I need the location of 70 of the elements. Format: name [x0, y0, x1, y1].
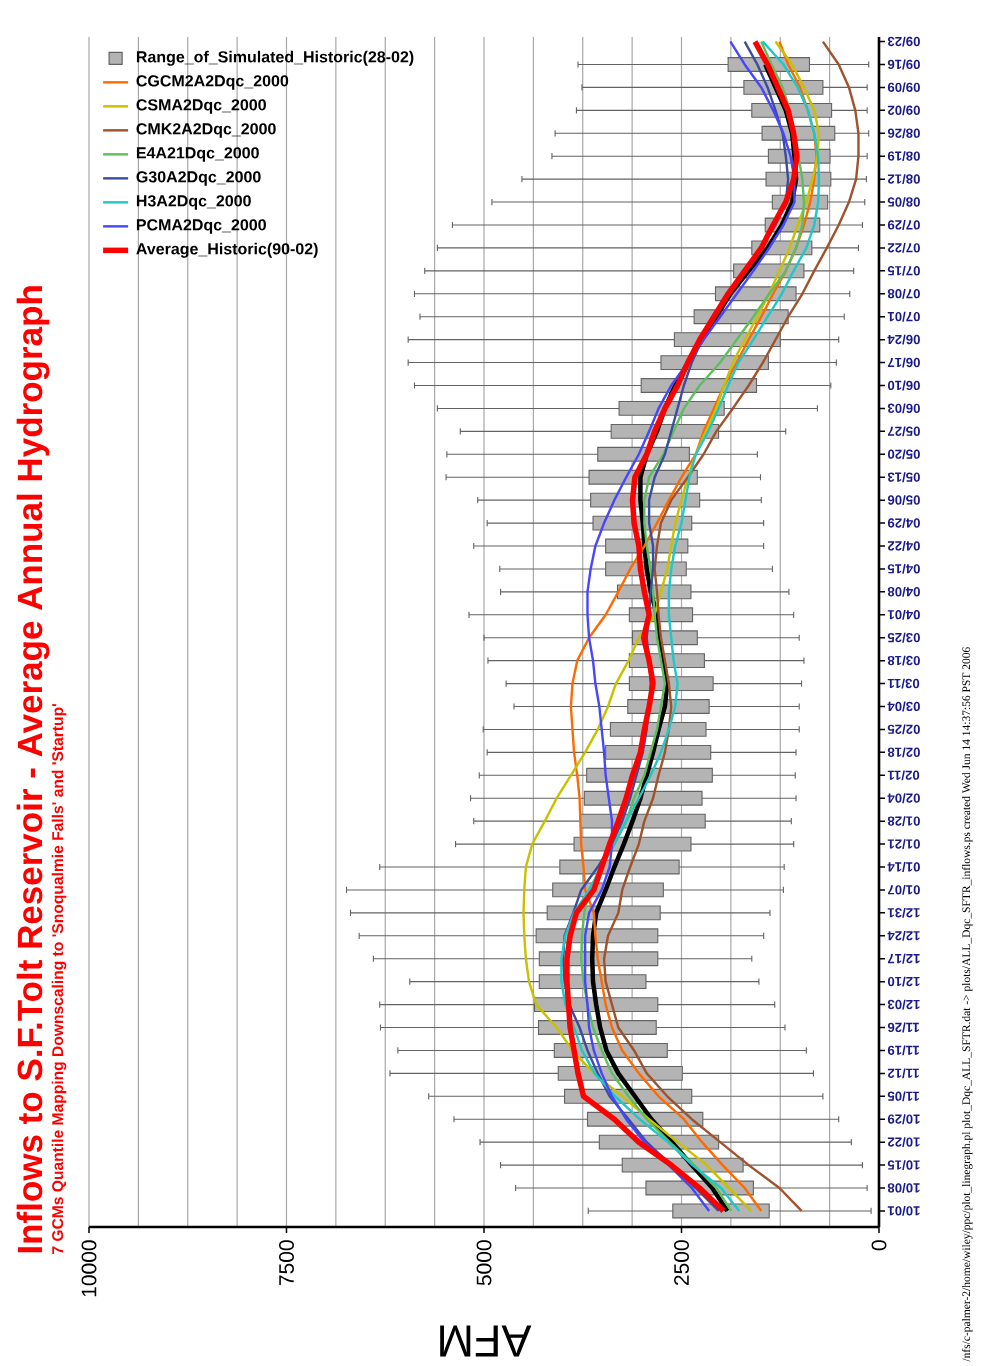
x-axis-title: AFM [440, 1325, 532, 1357]
y-tick-label: 02/04 [887, 793, 920, 804]
legend-label: PCMA2Dqc_2000 [136, 219, 266, 234]
y-tick-label: 09/02 [887, 105, 920, 116]
y-tick-label: 03/25 [887, 632, 920, 643]
legend-label: H3A2Dqc_2000 [136, 195, 251, 210]
legend-label: Average_Historic(90-02) [136, 242, 318, 258]
legend-label: CGCM2A2Dqc_2000 [136, 75, 289, 90]
y-tick-label: 10/29 [887, 1114, 920, 1125]
y-tick-label: 07/08 [887, 288, 920, 299]
y-tick-label: 09/16 [887, 59, 920, 70]
legend-label: CMK2A2Dqc_2000 [136, 123, 276, 138]
y-tick-label: 07/01 [887, 311, 920, 322]
y-tick-label: 06/03 [887, 403, 920, 414]
y-tick-label: 05/20 [887, 449, 920, 460]
y-tick-label: 08/26 [887, 128, 920, 139]
y-tick-label: 02/11 [887, 770, 920, 781]
x-tick-label: 0 [871, 1240, 887, 1251]
y-tick-label: 07/15 [887, 265, 920, 276]
y-tick-label: 06/17 [887, 357, 920, 368]
y-tick-label: 10/22 [887, 1137, 920, 1148]
y-tick-label: 12/03 [887, 999, 920, 1010]
y-tick-label: 11/05 [887, 1091, 919, 1102]
x-tick-label: 5000 [476, 1240, 492, 1286]
y-tick-label: 03/04 [887, 701, 920, 712]
y-tick-label: 02/18 [887, 747, 920, 758]
x-tick-label: 2500 [674, 1240, 689, 1286]
y-tick-label: 03/18 [887, 655, 920, 666]
y-tick-label: 05/13 [887, 472, 920, 483]
y-tick-label: 04/22 [887, 541, 920, 551]
y-tick-label: 02/25 [887, 724, 920, 735]
y-tick-label: 10/08 [887, 1183, 920, 1193]
y-tick-label: 06/24 [887, 334, 920, 345]
y-tick-label: 11/12 [887, 1068, 919, 1079]
legend-label: G30A2Dqc_2000 [136, 171, 261, 186]
y-tick-label: 08/19 [887, 151, 920, 162]
x-tick-label: 10000 [81, 1240, 97, 1297]
x-tick-label: 7500 [279, 1240, 294, 1286]
y-tick-label: 12/31 [887, 907, 920, 918]
y-tick-label: 01/07 [887, 885, 920, 895]
y-tick-label: 11/19 [887, 1045, 919, 1056]
y-tick-label: 03/11 [887, 678, 920, 689]
y-tick-label: 04/29 [887, 518, 920, 528]
legend-label: Range_of_Simulated_Historic(28-02) [136, 50, 414, 66]
text: Inflows to S.F.Tolt Reservoir - Average Annual Hydrograph [16, 286, 50, 1253]
legend-label: E4A21Dqc_2000 [136, 147, 259, 162]
y-tick-label: 04/15 [887, 564, 920, 574]
y-tick-label: 05/06 [887, 495, 920, 506]
y-tick-label: 10/15 [887, 1160, 920, 1170]
text: 7 GCMs Quantile Mapping Downscaling to 'Snoqualmie Falls' and 'Startup' [51, 704, 67, 1254]
y-tick-label: 04/08 [887, 586, 920, 597]
y-tick-label: 12/17 [887, 953, 920, 964]
y-tick-label: 01/28 [887, 816, 920, 827]
y-tick-label: 12/24 [887, 930, 920, 941]
y-tick-label: 09/09 [887, 82, 920, 93]
y-tick-label: 10/01 [887, 1206, 920, 1216]
text: /nfs/c-palmer-2/home/wiley/ppc/plot_linegraph.pl plot_Dqc_ALL_SFTR.dat -> plots/ALL_Dqc_SFTR_inflows.ps created Wed Jun 14 14:37:56 PST 2006 [961, 647, 973, 1362]
y-tick-label: 12/10 [887, 976, 920, 987]
y-tick-label: 01/14 [887, 862, 920, 872]
y-tick-label: 07/29 [887, 220, 920, 230]
y-tick-label: 08/12 [887, 174, 920, 185]
y-tick-label: 09/23 [887, 36, 920, 47]
y-tick-label: 04/01 [887, 609, 920, 620]
y-tick-label: 07/22 [887, 243, 920, 253]
legend-label: CSMA2Dqc_2000 [136, 99, 266, 114]
y-tick-label: 08/05 [887, 197, 920, 207]
y-tick-label: 01/21 [887, 839, 920, 849]
y-tick-label: 06/10 [887, 380, 920, 391]
y-tick-label: 05/27 [887, 426, 920, 437]
y-tick-label: 11/26 [887, 1022, 919, 1033]
